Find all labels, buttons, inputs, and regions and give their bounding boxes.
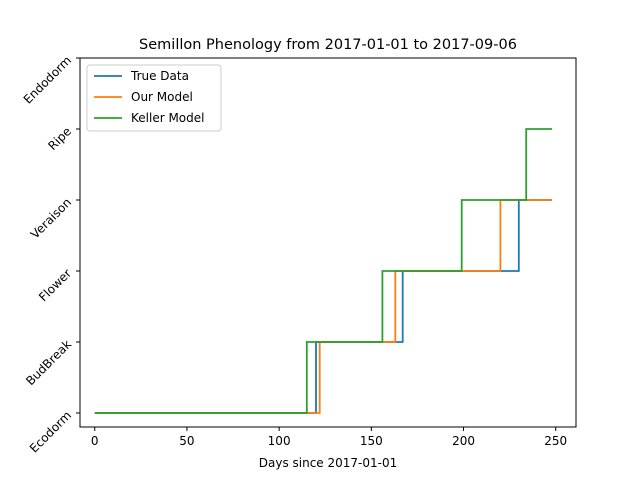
- x-tick-label: 200: [452, 434, 475, 448]
- y-tick-label-flower: Flower: [36, 266, 74, 304]
- x-tick-label: 0: [91, 434, 99, 448]
- legend-frame: [86, 64, 222, 132]
- legend: True Data Our Model Keller Model: [86, 64, 222, 132]
- y-tick-label-ecodorm: Ecodorm: [27, 408, 74, 455]
- x-tick-label: 250: [544, 434, 567, 448]
- series-line-our-model: [94, 199, 552, 414]
- legend-label-keller-model: Keller Model: [131, 111, 204, 125]
- chart-title: Semillon Phenology from 2017-01-01 to 20…: [139, 37, 517, 53]
- legend-label-our-model: Our Model: [131, 90, 193, 104]
- x-tick-label: 100: [268, 434, 291, 448]
- y-tick-label-budbreak: BudBreak: [23, 337, 74, 388]
- plot-area-frame: [79, 57, 577, 428]
- y-tick-label-ripe: Ripe: [45, 124, 74, 153]
- y-tick-label-endodorm: Endodorm: [21, 53, 74, 106]
- series-line-true-data: [94, 199, 552, 414]
- legend-label-true-data: True Data: [130, 69, 189, 83]
- x-tick-label: 150: [360, 434, 383, 448]
- series-layer: [94, 128, 552, 414]
- series-line-keller-model: [94, 128, 552, 414]
- y-axis-ticks: Ecodorm BudBreak Flower Veraison Ripe Endodor…: [21, 53, 80, 456]
- x-axis-ticks: 0 50 100 150 200 250: [91, 427, 567, 448]
- y-tick-label-veraison: Veraison: [28, 195, 74, 241]
- x-tick-label: 50: [179, 434, 194, 448]
- x-axis-label: Days since 2017-01-01: [259, 456, 398, 470]
